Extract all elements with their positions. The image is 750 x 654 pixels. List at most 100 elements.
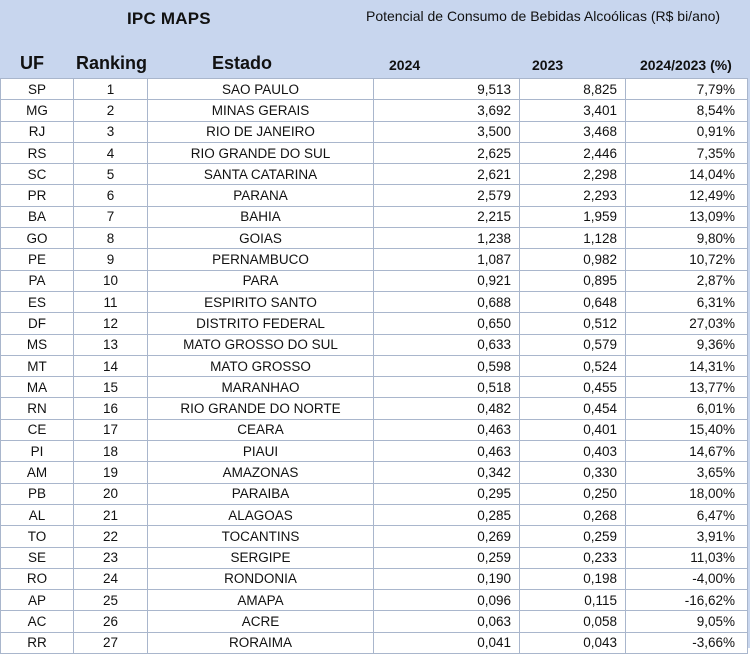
cell-2024: 2,625 [373, 141, 520, 165]
cell-ranking: 18 [73, 440, 148, 463]
cell-2024: 0,688 [373, 290, 520, 314]
cell-2024: 0,285 [373, 503, 520, 527]
header-ranking: Ranking [76, 53, 148, 73]
table-row: TO 22 TOCANTINS 0,269 0,259 3,91% [0, 525, 748, 548]
cell-uf: BA [0, 205, 74, 229]
cell-change-pct: -4,00% [625, 567, 748, 591]
cell-change-pct: 14,31% [625, 354, 748, 378]
cell-2023: 2,446 [519, 141, 626, 165]
cell-estado: AMAZONAS [147, 461, 374, 484]
cell-2024: 0,463 [373, 440, 520, 463]
cell-uf: RN [0, 397, 74, 420]
cell-change-pct: 9,05% [625, 610, 748, 633]
cell-2024: 0,041 [373, 631, 520, 654]
cell-ranking: 6 [73, 184, 148, 207]
cell-uf: AP [0, 589, 74, 612]
table-row: AM 19 AMAZONAS 0,342 0,330 3,65% [0, 461, 748, 484]
table-row: AC 26 ACRE 0,063 0,058 9,05% [0, 610, 748, 633]
cell-ranking: 3 [73, 120, 148, 143]
cell-uf: PR [0, 184, 74, 207]
cell-uf: AM [0, 461, 74, 484]
cell-2023: 0,058 [519, 610, 626, 633]
cell-estado: SAO PAULO [147, 77, 374, 101]
cell-2023: 0,579 [519, 333, 626, 356]
cell-estado: PARANA [147, 184, 374, 207]
cell-ranking: 26 [73, 610, 148, 633]
cell-2023: 0,648 [519, 290, 626, 314]
cell-change-pct: 14,67% [625, 440, 748, 463]
cell-2023: 1,128 [519, 227, 626, 250]
cell-uf: RS [0, 141, 74, 165]
cell-uf: PE [0, 248, 74, 271]
cell-2024: 0,921 [373, 269, 520, 292]
cell-change-pct: 14,04% [625, 163, 748, 186]
cell-ranking: 22 [73, 525, 148, 548]
cell-2023: 0,895 [519, 269, 626, 292]
cell-estado: RONDONIA [147, 567, 374, 591]
cell-estado: DISTRITO FEDERAL [147, 312, 374, 335]
cell-change-pct: 12,49% [625, 184, 748, 207]
cell-2024: 0,096 [373, 589, 520, 612]
cell-change-pct: 7,35% [625, 141, 748, 165]
cell-2023: 0,233 [519, 546, 626, 569]
cell-uf: RJ [0, 120, 74, 143]
cell-change-pct: 7,79% [625, 77, 748, 101]
cell-estado: MINAS GERAIS [147, 99, 374, 122]
cell-ranking: 9 [73, 248, 148, 271]
cell-change-pct: 10,72% [625, 248, 748, 271]
cell-2024: 0,342 [373, 461, 520, 484]
cell-uf: MT [0, 354, 74, 378]
cell-2024: 1,238 [373, 227, 520, 250]
cell-2023: 0,454 [519, 397, 626, 420]
table-row: RS 4 RIO GRANDE DO SUL 2,625 2,446 7,35% [0, 141, 748, 165]
header-change-pct: 2024/2023 (%) [640, 57, 732, 73]
cell-ranking: 16 [73, 397, 148, 420]
cell-2023: 0,524 [519, 354, 626, 378]
table-row: RO 24 RONDONIA 0,190 0,198 -4,00% [0, 567, 748, 591]
cell-uf: PB [0, 482, 74, 505]
cell-estado: PIAUI [147, 440, 374, 463]
cell-estado: RIO GRANDE DO NORTE [147, 397, 374, 420]
cell-estado: SERGIPE [147, 546, 374, 569]
table-row: MA 15 MARANHAO 0,518 0,455 13,77% [0, 376, 748, 399]
cell-2024: 3,500 [373, 120, 520, 143]
cell-estado: MATO GROSSO DO SUL [147, 333, 374, 356]
cell-change-pct: -16,62% [625, 589, 748, 612]
table-row: SP 1 SAO PAULO 9,513 8,825 7,79% [0, 77, 748, 101]
cell-2023: 0,259 [519, 525, 626, 548]
table-row: CE 17 CEARA 0,463 0,401 15,40% [0, 418, 748, 442]
table-row: SE 23 SERGIPE 0,259 0,233 11,03% [0, 546, 748, 569]
cell-change-pct: 9,36% [625, 333, 748, 356]
cell-ranking: 24 [73, 567, 148, 591]
cell-change-pct: 15,40% [625, 418, 748, 442]
cell-2023: 2,298 [519, 163, 626, 186]
table-row: PB 20 PARAIBA 0,295 0,250 18,00% [0, 482, 748, 505]
header-2023: 2023 [532, 57, 564, 73]
cell-estado: PERNAMBUCO [147, 248, 374, 271]
cell-change-pct: 3,65% [625, 461, 748, 484]
cell-2024: 0,518 [373, 376, 520, 399]
cell-estado: GOIAS [147, 227, 374, 250]
cell-ranking: 7 [73, 205, 148, 229]
cell-2023: 0,198 [519, 567, 626, 591]
cell-ranking: 5 [73, 163, 148, 186]
cell-ranking: 4 [73, 141, 148, 165]
cell-uf: SE [0, 546, 74, 569]
cell-2024: 2,579 [373, 184, 520, 207]
cell-2023: 8,825 [519, 77, 626, 101]
table-row: RR 27 RORAIMA 0,041 0,043 -3,66% [0, 631, 748, 654]
cell-2023: 3,468 [519, 120, 626, 143]
cell-2024: 0,598 [373, 354, 520, 378]
cell-2024: 0,463 [373, 418, 520, 442]
cell-change-pct: 3,91% [625, 525, 748, 548]
cell-uf: DF [0, 312, 74, 335]
cell-ranking: 19 [73, 461, 148, 484]
cell-change-pct: 18,00% [625, 482, 748, 505]
cell-2024: 2,621 [373, 163, 520, 186]
cell-change-pct: 9,80% [625, 227, 748, 250]
cell-uf: RO [0, 567, 74, 591]
cell-estado: CEARA [147, 418, 374, 442]
cell-change-pct: -3,66% [625, 631, 748, 654]
table-row: AP 25 AMAPA 0,096 0,115 -16,62% [0, 589, 748, 612]
